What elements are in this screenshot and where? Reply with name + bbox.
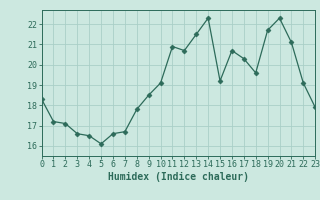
X-axis label: Humidex (Indice chaleur): Humidex (Indice chaleur) [108, 172, 249, 182]
